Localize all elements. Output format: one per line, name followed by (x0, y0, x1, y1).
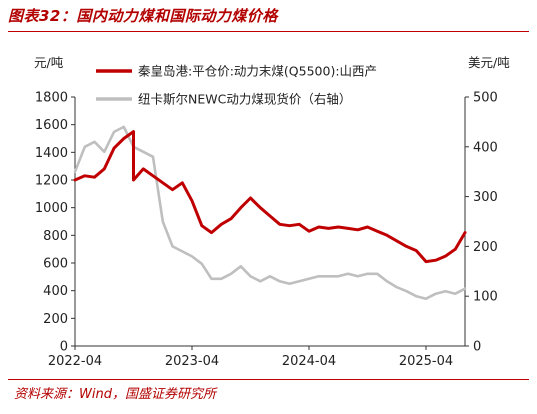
chart-axes: 0 200 400 600 800 1000 1200 1400 1600 1800 0 100 200… (34, 55, 510, 369)
y-left-tick-label: 400 (43, 284, 68, 299)
y-left-tick-label: 0 (60, 340, 68, 355)
y-right-tick-label: 300 (473, 190, 498, 205)
y-left-tick-label: 1200 (35, 174, 68, 189)
chart-legend: 秦皇岛港:平仓价:动力末煤(Q5500):山西产纽卡斯尔NEWC动力煤现货价（右… (96, 64, 377, 107)
y-right-tick-label: 400 (473, 140, 498, 155)
figure-title: 图表32：国内动力煤和国际动力煤价格 (8, 7, 278, 25)
y-right-tick-label: 100 (473, 290, 498, 305)
x-tick-label: 2025-04 (399, 354, 453, 369)
x-tick-label: 2022-04 (48, 354, 102, 369)
source-rule (8, 379, 529, 380)
y-left-tick-label: 200 (43, 312, 68, 327)
title-rule (8, 31, 529, 32)
y-left-tick-label: 1800 (35, 91, 68, 106)
y-right-unit: 美元/吨 (468, 55, 510, 70)
series-line-domestic (73, 130, 467, 264)
y-left-tick-label: 1600 (35, 118, 68, 133)
chart-lines (73, 125, 467, 301)
y-left-tick-label: 600 (43, 257, 68, 272)
legend-item-domestic-label: 秦皇岛港:平仓价:动力末煤(Q5500):山西产 (138, 64, 377, 79)
x-tick-label: 2023-04 (165, 354, 219, 369)
y-right-tick-label: 200 (473, 240, 498, 255)
y-left-tick-label: 1000 (35, 201, 68, 216)
y-left-unit: 元/吨 (34, 55, 64, 70)
y-left-tick-label: 1400 (35, 146, 68, 161)
legend-item-international-label: 纽卡斯尔NEWC动力煤现货价（右轴） (138, 92, 351, 107)
y-right-tick-label: 0 (473, 340, 481, 355)
y-left-tick-label: 800 (43, 229, 68, 244)
y-right-tick-label: 500 (473, 91, 498, 106)
series-line-international (73, 125, 467, 301)
x-tick-label: 2024-04 (282, 354, 336, 369)
source-note: 资料来源：Wind，国盛证券研究所 (14, 387, 216, 402)
